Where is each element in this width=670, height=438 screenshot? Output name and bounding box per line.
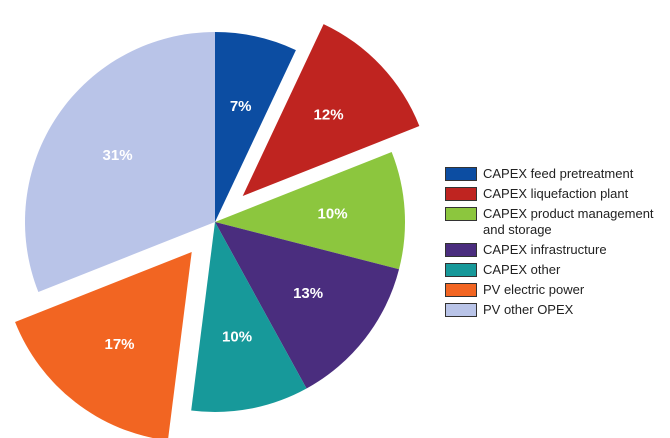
legend-swatch [445,167,477,181]
value-label: 10% [222,329,252,346]
legend-item: PV electric power [445,282,667,298]
legend-item: CAPEX other [445,262,667,278]
legend-label: CAPEX feed pretreatment [483,166,634,181]
legend-swatch [445,207,477,221]
legend-item: CAPEX liquefaction plant [445,186,667,202]
legend-swatch [445,303,477,317]
pie-slice [191,222,307,413]
legend-item: CAPEX feed pretreatment [445,166,667,182]
legend-label: PV other OPEX [483,302,574,317]
legend-item: CAPEX product management and storage [445,206,667,238]
pie-slice [24,32,215,292]
pie: 7% 12% 10% 13% 10% 17% 31% [15,24,420,438]
value-label: 13% [293,285,323,302]
legend-label: CAPEX liquefaction plant [483,186,629,201]
legend-swatch [445,263,477,277]
pie-slice [215,222,400,389]
pie-slice [215,152,406,270]
value-label: 7% [230,98,252,115]
legend-label: CAPEX other [483,262,561,277]
pie-slice [215,32,296,222]
value-label: 31% [103,147,133,164]
legend-item: PV other OPEX [445,302,667,318]
legend-swatch [445,283,477,297]
legend: CAPEX feed pretreatment CAPEX liquefactio… [445,166,667,322]
legend-item: CAPEX infrastructure [445,242,667,258]
value-label: 10% [318,206,348,223]
legend-label: CAPEX infrastructure [483,242,607,257]
legend-label: CAPEX product management and storage [483,206,654,237]
legend-swatch [445,243,477,257]
legend-label: PV electric power [483,282,585,297]
legend-swatch [445,187,477,201]
value-label: 12% [314,106,344,123]
pie-slice [15,252,192,438]
value-label: 17% [104,336,134,353]
pie-slice [242,24,420,196]
